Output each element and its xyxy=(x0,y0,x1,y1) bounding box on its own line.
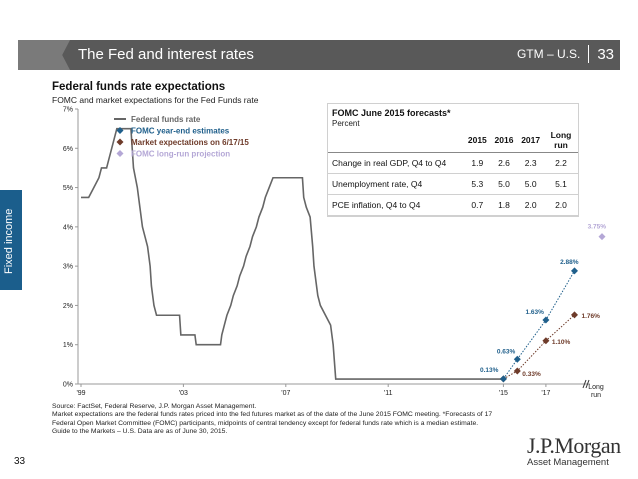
table-cell: 2.0 xyxy=(517,194,544,216)
market-expectations-point xyxy=(542,337,550,345)
x-tick-label: '11 xyxy=(384,390,393,397)
fomc-estimate-point xyxy=(499,375,507,383)
chart-subtitle: FOMC and market expectations for the Fed… xyxy=(52,95,259,105)
table-cell: 5.3 xyxy=(464,173,491,195)
logo-brand: J.P.Morgan xyxy=(527,433,621,458)
y-tick-label: 4% xyxy=(63,224,73,231)
footnote-notes: Market expectations are the federal fund… xyxy=(52,411,493,427)
x-tick-label: '99 xyxy=(76,390,85,397)
row-label: Change in real GDP, Q4 to Q4 xyxy=(328,152,464,174)
market-expectation-label: 1.76% xyxy=(582,313,601,320)
fomc-estimate-label: 0.63% xyxy=(497,348,516,355)
header-page-number: 33 xyxy=(597,45,614,63)
long-run-x-label: Long run xyxy=(588,384,604,399)
table-row: Change in real GDP, Q4 to Q4 1.9 2.6 2.3… xyxy=(328,152,578,174)
fomc-estimate-label: 1.63% xyxy=(525,309,544,316)
forecast-table-unit: Percent xyxy=(332,119,360,128)
side-tab[interactable]: Fixed income xyxy=(0,190,22,290)
long-run-projection-label: 3.75% xyxy=(588,224,607,231)
table-cell: 1.9 xyxy=(464,152,491,174)
axis-break-mark xyxy=(585,379,590,389)
y-tick-label: 7% xyxy=(63,107,73,114)
chart-title: Federal funds rate expectations xyxy=(52,81,226,93)
table-cell: 2.3 xyxy=(517,152,544,174)
page-title: The Fed and interest rates xyxy=(78,46,254,63)
page-number: 33 xyxy=(14,456,26,467)
legend-label: FOMC long-run projection xyxy=(131,150,230,159)
market-expectations-point xyxy=(513,367,521,375)
table-cell: 2.2 xyxy=(544,152,578,174)
column-header: 2016 xyxy=(490,128,518,153)
section-label: GTM – U.S. xyxy=(516,47,581,61)
y-tick-label: 2% xyxy=(63,303,73,310)
table-cell: 5.1 xyxy=(544,173,578,195)
header-right: GTM – U.S. 33 xyxy=(517,45,614,63)
legend-label: Market expectations on 6/17/15 xyxy=(131,138,249,147)
fomc-estimate-label: 0.13% xyxy=(480,367,499,374)
table-cell: 2.6 xyxy=(490,152,518,174)
legend-label: Federal funds rate xyxy=(131,115,201,124)
footnote-source: Source: FactSet, Federal Reserve, J.P. M… xyxy=(52,403,257,410)
forecast-table: FOMC June 2015 forecasts* Percent 2015 2… xyxy=(327,103,579,217)
table-cell: 1.8 xyxy=(490,194,518,216)
y-tick-label: 6% xyxy=(63,146,73,153)
y-tick-label: 5% xyxy=(63,185,73,192)
fomc-estimate-point xyxy=(571,267,578,275)
column-header: Long run xyxy=(544,128,578,153)
footnote-date: Guide to the Markets – U.S. Data are as … xyxy=(52,427,228,435)
x-tick-label: '07 xyxy=(281,390,290,397)
market-expectations-line xyxy=(503,314,575,380)
y-tick-label: 1% xyxy=(63,342,73,349)
market-expectations-point xyxy=(571,311,578,319)
legend-swatch-diamond xyxy=(116,138,124,146)
logo-sub: Asset Management xyxy=(527,457,609,468)
table-cell: 0.7 xyxy=(464,194,491,216)
forecast-table-grid: 2015 2016 2017 Long run Change in real G… xyxy=(328,128,578,216)
table-row: PCE inflation, Q4 to Q4 0.7 1.8 2.0 2.0 xyxy=(328,194,578,216)
legend-label: FOMC year-end estimates xyxy=(131,127,230,136)
market-expectation-label: 1.10% xyxy=(552,339,571,346)
row-label: Unemployment rate, Q4 xyxy=(328,173,464,195)
fomc-estimate-point xyxy=(513,355,521,363)
fomc-estimate-line xyxy=(502,270,575,380)
fomc-estimate-label: 2.88% xyxy=(560,259,579,266)
table-cell: 5.0 xyxy=(490,173,518,195)
footnote: Source: FactSet, Federal Reserve, J.P. M… xyxy=(52,403,512,436)
forecast-table-header-row: 2015 2016 2017 Long run xyxy=(328,128,578,153)
y-tick-label: 3% xyxy=(63,264,73,271)
table-cell: 2.0 xyxy=(544,194,578,216)
forecast-table-title: FOMC June 2015 forecasts* xyxy=(332,108,451,118)
axis-break-mark xyxy=(582,379,587,389)
header-bar xyxy=(18,40,620,70)
jpmorgan-logo: J.P.Morgan Asset Management xyxy=(527,433,621,468)
y-tick-label: 0% xyxy=(63,382,73,389)
market-expectation-label: 0.33% xyxy=(522,371,541,378)
long-run-x-label-part: Long xyxy=(588,384,604,391)
x-tick-label: '17 xyxy=(541,390,550,397)
header-divider xyxy=(588,45,590,63)
fomc-estimate-point xyxy=(542,316,550,324)
header-accent xyxy=(18,40,70,70)
legend-swatch-diamond xyxy=(116,127,124,134)
table-row: Unemployment rate, Q4 5.3 5.0 5.0 5.1 xyxy=(328,173,578,195)
long-run-x-label-part: run xyxy=(591,392,601,399)
column-header: 2015 xyxy=(464,128,491,153)
column-header: 2017 xyxy=(517,128,544,153)
long-run-projection-point xyxy=(598,233,606,241)
legend-swatch-diamond xyxy=(116,150,124,157)
table-cell: 5.0 xyxy=(517,173,544,195)
forecast-table-corner xyxy=(328,128,464,153)
x-tick-label: '15 xyxy=(499,390,508,397)
x-tick-label: '03 xyxy=(179,390,188,397)
row-label: PCE inflation, Q4 to Q4 xyxy=(328,194,464,216)
